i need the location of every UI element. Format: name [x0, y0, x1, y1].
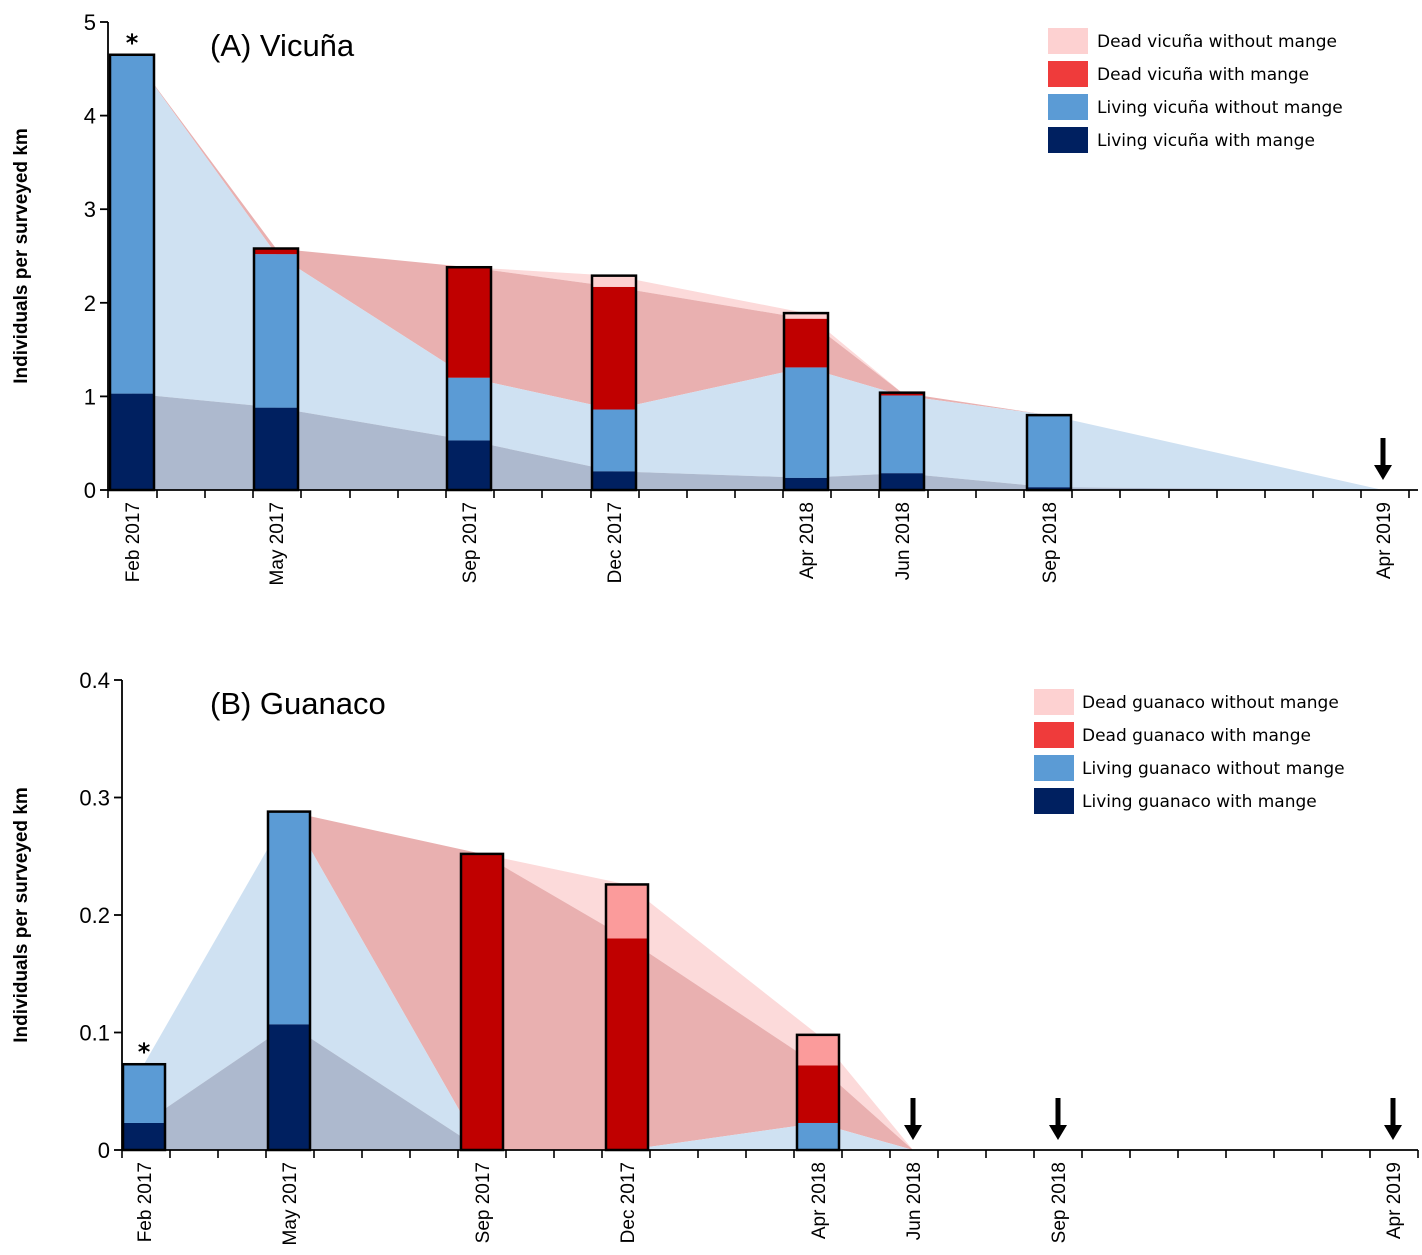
bar-segment-living-without-mange — [784, 367, 828, 478]
x-tick-label: Apr 2019 — [1374, 502, 1395, 579]
bar-segment-dead-without-mange — [797, 1034, 839, 1066]
area-living-with-mange — [132, 393, 1383, 490]
bar-segment-living-without-mange — [797, 1122, 839, 1150]
bar-segment-living-with-mange — [110, 393, 154, 490]
legend-label: Dead guanaco with mange — [1082, 726, 1311, 746]
bar-segment-living-without-mange — [254, 254, 298, 408]
bar-segment-dead-with-mange — [461, 853, 503, 1150]
x-tick-label: Feb 2017 — [135, 1162, 156, 1242]
x-tick-label: May 2017 — [267, 502, 288, 585]
down-arrow-head-icon — [904, 1125, 922, 1140]
panel-b-guanaco: 0 0.1 0.2 0.3 0.4 Individuals per surveyed km… — [11, 668, 1419, 1245]
area-living-without-mange — [132, 54, 1383, 491]
down-arrow-head-icon — [1384, 1125, 1402, 1140]
legend-label: Living guanaco without mange — [1082, 759, 1345, 779]
y-tick-label: 0.1 — [79, 1021, 110, 1046]
legend-label: Dead vicuña without mange — [1097, 32, 1337, 52]
y-tick-label: 0.3 — [79, 786, 110, 811]
legend-swatch — [1048, 127, 1088, 153]
down-arrow-head-icon — [1374, 465, 1392, 480]
bar-segment-living-without-mange — [880, 395, 924, 474]
legend-label: Living vicuña with mange — [1097, 131, 1315, 151]
legend-swatch — [1034, 689, 1074, 715]
x-tick-label: Sep 2018 — [1040, 502, 1061, 583]
y-tick-label: 1 — [84, 384, 96, 409]
area-dead-with-mange — [132, 54, 1383, 491]
legend-label: Dead vicuña with mange — [1097, 65, 1309, 85]
asterisk-annotation: * — [126, 29, 139, 57]
bar-segment-living-with-mange — [268, 1024, 310, 1150]
bar-segment-dead-without-mange — [592, 275, 636, 287]
down-arrow-head-icon — [1049, 1125, 1067, 1140]
bar-segment-living-with-mange — [880, 473, 924, 490]
x-tick-label: Dec 2017 — [605, 502, 626, 583]
asterisk-annotation: * — [138, 1038, 151, 1066]
y-tick-label: 0.2 — [79, 903, 110, 928]
bar-segment-dead-with-mange — [797, 1065, 839, 1123]
legend-swatch — [1048, 94, 1088, 120]
bar-segment-dead-without-mange — [606, 884, 648, 939]
y-axis-label: Individuals per surveyed km — [11, 128, 32, 384]
bar-segment-living-with-mange — [1027, 487, 1071, 490]
y-tick-label: 0 — [84, 478, 96, 503]
bar-segment-dead-with-mange — [254, 248, 298, 255]
bar-segment-living-without-mange — [110, 54, 154, 394]
legend-label: Dead guanaco without mange — [1082, 693, 1339, 713]
x-tick-label: Apr 2018 — [797, 502, 818, 579]
x-tick-label: Jun 2018 — [893, 502, 914, 580]
bar-segment-living-with-mange — [592, 471, 636, 490]
bar-segment-living-with-mange — [784, 477, 828, 490]
x-tick-label: Jun 2018 — [904, 1162, 925, 1240]
y-axis-label: Individuals per surveyed km — [11, 787, 32, 1043]
panel-a-vicuna: 0 1 2 3 4 5 Individuals per surveyed km Feb 201… — [11, 10, 1418, 585]
bar-segment-dead-with-mange — [447, 267, 491, 378]
y-tick-label: 4 — [84, 104, 96, 129]
bar-segment-dead-with-mange — [880, 392, 924, 396]
bar-segment-living-with-mange — [123, 1122, 165, 1150]
bar-segment-dead-with-mange — [606, 938, 648, 1150]
panel-title: (A) Vicuña — [210, 28, 355, 63]
bar-segment-living-with-mange — [254, 407, 298, 490]
legend-label: Living guanaco with mange — [1082, 792, 1317, 812]
legend-swatch — [1034, 755, 1074, 781]
y-tick-label: 3 — [84, 197, 96, 222]
bar-segment-living-without-mange — [447, 377, 491, 441]
bar-segment-living-with-mange — [447, 440, 491, 490]
legend-label: Living vicuña without mange — [1097, 98, 1343, 118]
bar-segment-living-without-mange — [592, 409, 636, 472]
bar-segment-living-without-mange — [1027, 415, 1071, 488]
x-tick-label: May 2017 — [280, 1162, 301, 1245]
y-tick-label: 5 — [84, 10, 96, 35]
y-tick-label: 2 — [84, 291, 96, 316]
bar-segment-dead-without-mange — [784, 313, 828, 319]
x-tick-label: Sep 2017 — [473, 1162, 494, 1243]
bar-segment-dead-with-mange — [784, 318, 828, 368]
x-tick-label: Apr 2019 — [1384, 1162, 1405, 1239]
x-tick-label: Feb 2017 — [123, 502, 144, 582]
x-tick-label: Dec 2017 — [618, 1162, 639, 1243]
panel-title: (B) Guanaco — [210, 686, 386, 721]
y-tick-label: 0.4 — [79, 668, 110, 693]
x-tick-label: Sep 2018 — [1049, 1162, 1070, 1243]
bar-segment-living-without-mange — [123, 1064, 165, 1123]
legend-swatch — [1048, 28, 1088, 54]
bar-segment-living-without-mange — [268, 811, 310, 1025]
bar-segment-dead-with-mange — [592, 286, 636, 410]
legend-swatch — [1034, 788, 1074, 814]
area-dead-with-mange — [144, 811, 1393, 1150]
x-tick-label: Sep 2017 — [460, 502, 481, 583]
x-tick-label: Apr 2018 — [809, 1162, 830, 1239]
legend-swatch — [1034, 722, 1074, 748]
y-tick-label: 0 — [98, 1138, 110, 1163]
legend-swatch — [1048, 61, 1088, 87]
